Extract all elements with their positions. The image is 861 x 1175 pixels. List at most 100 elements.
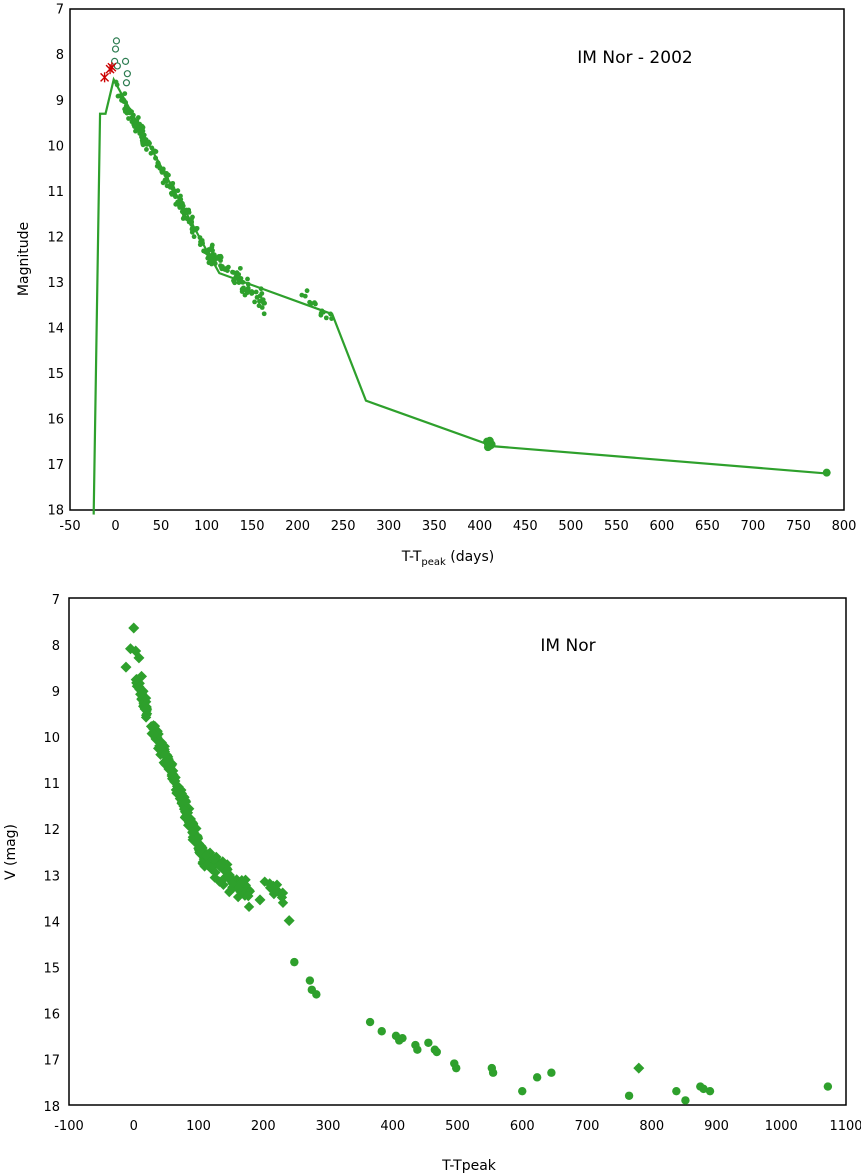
data-point xyxy=(159,748,170,760)
data-point xyxy=(432,1047,441,1057)
data-point xyxy=(178,803,190,815)
data-point xyxy=(140,692,152,704)
data-point xyxy=(218,254,224,260)
data-point xyxy=(135,115,141,120)
y-tick-labels: 7 8 9 10 11 12 13 14 15 16 17 18 xyxy=(43,593,60,1115)
x-tick-label: 600 xyxy=(649,519,674,534)
x-tick-label: 200 xyxy=(251,1119,276,1134)
data-point xyxy=(290,957,299,967)
x-tick-label: 100 xyxy=(194,519,219,534)
x-tick-label: 500 xyxy=(445,1119,470,1134)
data-point xyxy=(259,305,265,310)
data-point xyxy=(181,808,192,819)
chart-im-nor-2002: -50 0 50 100 150 200 250 300 350 400 450 500 550 600 6… xyxy=(16,3,856,568)
x-tick-label: 800 xyxy=(639,1119,664,1134)
plot-frame xyxy=(68,597,847,1106)
y-tick-label: 14 xyxy=(47,321,64,336)
data-point xyxy=(136,688,148,699)
y-tick-label: 11 xyxy=(43,777,60,792)
data-point xyxy=(194,833,203,842)
data-marks xyxy=(120,622,833,1105)
x-tick-label: 650 xyxy=(695,519,720,534)
data-point xyxy=(452,1063,461,1073)
y-tick-labels: 7 8 9 10 11 12 13 14 15 16 17 18 xyxy=(47,3,64,519)
data-point xyxy=(224,268,230,273)
data-point xyxy=(277,887,289,899)
data-point xyxy=(166,760,177,771)
data-point xyxy=(210,853,221,864)
data-point xyxy=(186,208,191,214)
data-point xyxy=(252,299,258,305)
x-tick-label: 100 xyxy=(186,1119,211,1134)
data-point xyxy=(162,757,173,768)
y-tick-label: 10 xyxy=(43,731,60,746)
data-point xyxy=(194,842,206,853)
y-tick-label: 9 xyxy=(52,685,60,700)
data-point xyxy=(120,661,132,673)
y-tick-label: 8 xyxy=(56,48,64,63)
x-tick-label: 750 xyxy=(786,519,811,534)
y-tick-label: 12 xyxy=(43,823,60,838)
data-point xyxy=(183,815,194,826)
x-tick-label: 400 xyxy=(380,1119,405,1134)
data-point xyxy=(259,876,270,887)
data-point xyxy=(133,652,145,664)
data-point xyxy=(168,190,174,196)
data-point xyxy=(264,878,276,890)
data-point xyxy=(249,291,255,296)
data-point xyxy=(154,737,166,749)
data-point xyxy=(234,879,245,890)
data-point xyxy=(170,772,181,783)
x-tick-label: 350 xyxy=(422,519,447,534)
x-tick-label: 800 xyxy=(832,519,857,534)
y-tick-label: 7 xyxy=(56,3,64,18)
data-point xyxy=(180,796,192,808)
data-point xyxy=(307,299,313,305)
chart-im-nor: -100 0 100 200 300 400 500 600 700 800 900 1000 1100… xyxy=(3,593,861,1174)
data-point xyxy=(413,1045,422,1054)
x-tick-label: 550 xyxy=(604,519,629,534)
x-tick-label: 300 xyxy=(376,519,401,534)
data-point xyxy=(244,886,255,897)
data-point xyxy=(126,116,131,121)
template-line xyxy=(92,76,828,515)
data-point xyxy=(191,837,202,849)
data-point xyxy=(209,872,220,883)
data-point xyxy=(487,440,496,449)
data-point xyxy=(672,1086,681,1096)
data-point xyxy=(633,1062,645,1074)
data-point xyxy=(236,875,247,886)
y-tick-label: 7 xyxy=(52,593,60,608)
data-point xyxy=(214,861,226,872)
x-tick-label: 500 xyxy=(558,519,583,534)
data-point xyxy=(242,287,248,293)
data-point xyxy=(237,265,243,271)
y-tick-label: 17 xyxy=(47,458,64,473)
x-tick-label: 0 xyxy=(130,1119,138,1134)
y-tick-label: 16 xyxy=(47,413,64,428)
x-tick-label: 450 xyxy=(513,519,538,534)
plot-frame xyxy=(69,8,845,511)
data-point xyxy=(122,109,128,114)
x-tick-label: 1000 xyxy=(765,1119,798,1134)
y-tick-label: 9 xyxy=(56,94,64,109)
y-axis-label: Magnitude xyxy=(16,222,32,296)
x-axis-label: T-Tpeak xyxy=(441,1158,497,1174)
data-point xyxy=(518,1086,527,1096)
data-point xyxy=(257,293,263,299)
data-point xyxy=(160,180,166,186)
data-point xyxy=(245,276,250,282)
x-tick-labels: -50 0 50 100 150 200 250 300 350 400 450 500 550 600 6… xyxy=(59,519,856,534)
data-point xyxy=(146,721,158,732)
data-point xyxy=(214,876,225,887)
data-point xyxy=(140,712,152,723)
data-point xyxy=(178,193,183,199)
data-marks xyxy=(92,37,831,515)
data-point xyxy=(219,864,231,875)
x-tick-label: 50 xyxy=(153,519,170,534)
x-tick-label: 250 xyxy=(331,519,356,534)
data-point xyxy=(283,915,295,927)
data-point xyxy=(365,1017,375,1027)
y-tick-label: 15 xyxy=(43,961,60,976)
x-tick-labels: -100 0 100 200 300 400 500 600 700 800 900 1000 1100 xyxy=(54,1119,861,1134)
